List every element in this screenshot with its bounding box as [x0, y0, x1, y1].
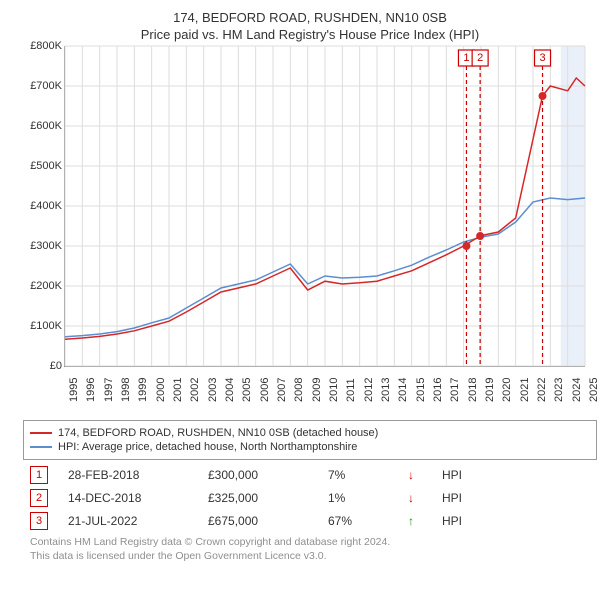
sale-point	[476, 232, 484, 240]
attribution-line1: Contains HM Land Registry data © Crown c…	[30, 535, 590, 549]
x-tick-label: 2023	[553, 378, 565, 402]
x-tick-label: 2004	[224, 378, 236, 402]
x-tick-label: 2016	[432, 378, 444, 402]
x-tick-label: 2015	[415, 378, 427, 402]
sales-hpi-label: HPI	[442, 468, 462, 482]
y-tick-label: £300K	[30, 240, 62, 252]
chart-title-subtitle: Price paid vs. HM Land Registry's House …	[10, 27, 600, 42]
legend-swatch	[30, 446, 52, 448]
x-tick-label: 2021	[519, 378, 531, 402]
sales-price: £300,000	[208, 468, 308, 482]
sales-row: 1 28-FEB-2018 £300,000 7% ↓ HPI	[30, 466, 590, 484]
x-tick-label: 2002	[189, 378, 201, 402]
sales-badge: 1	[30, 466, 48, 484]
sales-pct: 1%	[328, 491, 388, 505]
x-tick-label: 2025	[588, 378, 600, 402]
marker-number: 1	[463, 52, 469, 64]
y-tick-label: £700K	[30, 80, 62, 92]
x-tick-label: 2019	[484, 378, 496, 402]
sales-price: £675,000	[208, 514, 308, 528]
x-tick-label: 2011	[345, 378, 357, 402]
attribution-line2: This data is licensed under the Open Gov…	[30, 549, 590, 563]
sales-arrow-icon: ↓	[408, 491, 422, 505]
sales-arrow-icon: ↓	[408, 468, 422, 482]
y-tick-label: £100K	[30, 320, 62, 332]
chart-title-block: 174, BEDFORD ROAD, RUSHDEN, NN10 0SB Pri…	[10, 10, 600, 42]
x-tick-label: 1995	[68, 378, 80, 402]
legend-swatch	[30, 432, 52, 434]
sales-arrow-icon: ↑	[408, 514, 422, 528]
x-tick-label: 2013	[380, 378, 392, 402]
sales-pct: 7%	[328, 468, 388, 482]
attribution: Contains HM Land Registry data © Crown c…	[30, 535, 590, 563]
x-tick-label: 1996	[85, 378, 97, 402]
x-tick-label: 2022	[536, 378, 548, 402]
x-tick-label: 2001	[172, 378, 184, 402]
sales-table: 1 28-FEB-2018 £300,000 7% ↓ HPI 2 14-DEC-2018 £3…	[30, 466, 590, 530]
marker-number: 2	[477, 52, 483, 64]
legend-label: HPI: Average price, detached house, Nort…	[58, 441, 357, 453]
x-tick-label: 2024	[571, 378, 583, 402]
sales-price: £325,000	[208, 491, 308, 505]
y-axis: £0£100K£200K£300K£400K£500K£600K£700K£80…	[20, 46, 64, 366]
plot-svg: 12 3	[65, 46, 585, 366]
x-tick-label: 2008	[293, 378, 305, 402]
legend: 174, BEDFORD ROAD, RUSHDEN, NN10 0SB (de…	[23, 420, 597, 460]
x-tick-label: 2018	[467, 378, 479, 402]
x-tick-label: 2010	[328, 378, 340, 402]
plot-area: 12 3	[64, 46, 585, 367]
legend-label: 174, BEDFORD ROAD, RUSHDEN, NN10 0SB (de…	[58, 427, 378, 439]
x-tick-label: 2014	[397, 378, 409, 402]
sales-date: 28-FEB-2018	[68, 468, 188, 482]
x-tick-label: 2007	[276, 378, 288, 402]
sales-pct: 67%	[328, 514, 388, 528]
sales-row: 3 21-JUL-2022 £675,000 67% ↑ HPI	[30, 512, 590, 530]
legend-row: HPI: Average price, detached house, Nort…	[30, 441, 590, 453]
y-tick-label: £400K	[30, 200, 62, 212]
sales-badge: 2	[30, 489, 48, 507]
x-tick-label: 2000	[155, 378, 167, 402]
x-tick-label: 2009	[311, 378, 323, 402]
x-tick-label: 2012	[363, 378, 375, 402]
y-tick-label: £600K	[30, 120, 62, 132]
sales-hpi-label: HPI	[442, 514, 462, 528]
sales-row: 2 14-DEC-2018 £325,000 1% ↓ HPI	[30, 489, 590, 507]
x-tick-label: 1997	[103, 378, 115, 402]
chart-title-address: 174, BEDFORD ROAD, RUSHDEN, NN10 0SB	[10, 10, 600, 25]
y-tick-label: £200K	[30, 280, 62, 292]
x-tick-label: 2003	[207, 378, 219, 402]
sales-date: 21-JUL-2022	[68, 514, 188, 528]
x-tick-label: 2017	[449, 378, 461, 402]
x-tick-label: 2020	[501, 378, 513, 402]
y-tick-label: £500K	[30, 160, 62, 172]
chart-area: £0£100K£200K£300K£400K£500K£600K£700K£80…	[20, 46, 600, 416]
sales-badge: 3	[30, 512, 48, 530]
x-axis: 1995 1996 1997 1998 1999 2000 2001 2002 2003 2004…	[64, 368, 584, 416]
x-tick-label: 1999	[137, 378, 149, 402]
legend-row: 174, BEDFORD ROAD, RUSHDEN, NN10 0SB (de…	[30, 427, 590, 439]
x-tick-label: 1998	[120, 378, 132, 402]
sale-point	[462, 242, 470, 250]
sale-point	[539, 92, 547, 100]
x-tick-label: 2006	[259, 378, 271, 402]
y-tick-label: £0	[50, 360, 62, 372]
marker-number: 3	[539, 52, 545, 64]
y-tick-label: £800K	[30, 40, 62, 52]
sales-hpi-label: HPI	[442, 491, 462, 505]
sales-date: 14-DEC-2018	[68, 491, 188, 505]
x-tick-label: 2005	[241, 378, 253, 402]
